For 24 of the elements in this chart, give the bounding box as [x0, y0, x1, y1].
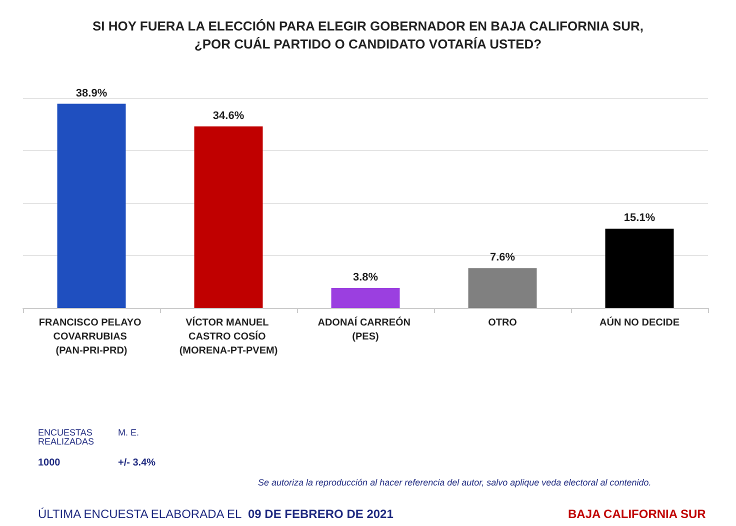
text: ENCUESTAS REALIZADAS [38, 428, 95, 446]
x-tick-label: ADONAÍ CARREÓN (PES) [318, 316, 414, 342]
data-label: 7.6% [490, 252, 516, 264]
text: BAJA CALIFORNIA SUR [568, 507, 706, 521]
data-label: 34.6% [212, 110, 244, 122]
text: ÚLTIMA ENCUESTA ELABORADA EL [38, 507, 242, 521]
x-tick-label: AÚN NO DECIDE [599, 316, 680, 328]
data-label: 38.9% [76, 87, 108, 100]
bar [57, 104, 126, 308]
data-label: 15.1% [624, 212, 656, 224]
bar [194, 126, 263, 308]
text: 1000 [38, 458, 61, 468]
x-tick-label: FRANCISCO PELAYO COVARRUBIAS (PAN-PRI-PRD) [38, 318, 144, 356]
bar [468, 268, 537, 308]
chart-title: SI HOY FUERA LA ELECCIÓN PARA ELEGIR GOBERNADOR EN BAJA CALIFORNIA SUR, ¿POR CUÁL PARTIDO O CANDIDATO VOTARÍA USTED? [92, 18, 644, 52]
text: Se autoriza la reproducción al hacer referencia del autor, salvo aplique veda electoral al contenido. [258, 478, 652, 488]
text: +/- 3.4% [118, 458, 156, 468]
x-tick-label: OTRO [488, 318, 518, 328]
data-label: 3.8% [352, 272, 378, 284]
bar [605, 228, 674, 308]
bar [331, 288, 400, 308]
text: M. E. [118, 428, 140, 438]
x-tick-label: VÍCTOR MANUEL CASTRO COSÍO (MORENA-PT-PVEM) [179, 316, 278, 356]
text: 09 DE FEBRERO DE 2021 [248, 507, 394, 521]
